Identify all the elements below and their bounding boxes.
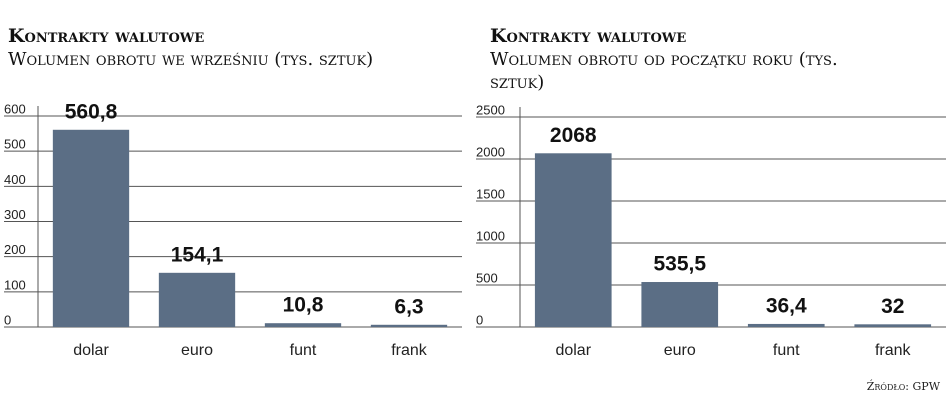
y-tick-label: 600 <box>4 101 26 116</box>
x-tick-label: frank <box>875 342 912 359</box>
x-tick-label: funt <box>773 342 800 359</box>
y-tick-label: 500 <box>476 270 498 285</box>
chart-title: Kontrakty walutowe <box>8 25 205 47</box>
bar <box>52 129 130 327</box>
bar <box>854 324 932 327</box>
value-label: 2068 <box>550 124 597 147</box>
value-label: 560,8 <box>65 100 118 123</box>
y-tick-label: 2500 <box>476 102 505 117</box>
chart-subtitle: Wolumen obrotu we wrześniu (tys. sztuk) <box>8 49 374 70</box>
value-label: 535,5 <box>653 253 706 276</box>
x-tick-label: frank <box>391 342 428 359</box>
value-label: 6,3 <box>394 295 423 318</box>
y-tick-label: 300 <box>4 207 26 222</box>
x-tick-label: euro <box>664 342 696 359</box>
y-tick-label: 2000 <box>476 144 505 159</box>
y-tick-label: 1000 <box>476 228 505 243</box>
chart-subtitle: Wolumen obrotu od początku roku (tys. sz… <box>490 49 838 93</box>
bar <box>370 324 448 327</box>
bar <box>641 282 719 327</box>
x-tick-label: dolar <box>73 342 109 359</box>
y-tick-label: 1500 <box>476 186 505 201</box>
source: Źródło: GPW <box>866 380 940 393</box>
y-tick-label: 200 <box>4 242 26 257</box>
value-label: 32 <box>881 295 904 318</box>
y-tick-label: 0 <box>476 312 483 327</box>
x-tick-label: euro <box>181 342 213 359</box>
x-tick-label: funt <box>290 342 317 359</box>
value-label: 36,4 <box>766 294 807 317</box>
y-tick-label: 500 <box>4 137 26 152</box>
bar <box>534 153 612 327</box>
y-tick-label: 400 <box>4 172 26 187</box>
y-tick-label: 0 <box>4 312 11 327</box>
chart-title: Kontrakty walutowe <box>490 25 687 47</box>
bar <box>747 323 825 327</box>
value-label: 154,1 <box>171 243 224 266</box>
bar <box>158 272 236 327</box>
bar <box>264 323 342 327</box>
x-tick-label: dolar <box>555 342 591 359</box>
y-tick-label: 100 <box>4 277 26 292</box>
value-label: 10,8 <box>283 294 324 317</box>
